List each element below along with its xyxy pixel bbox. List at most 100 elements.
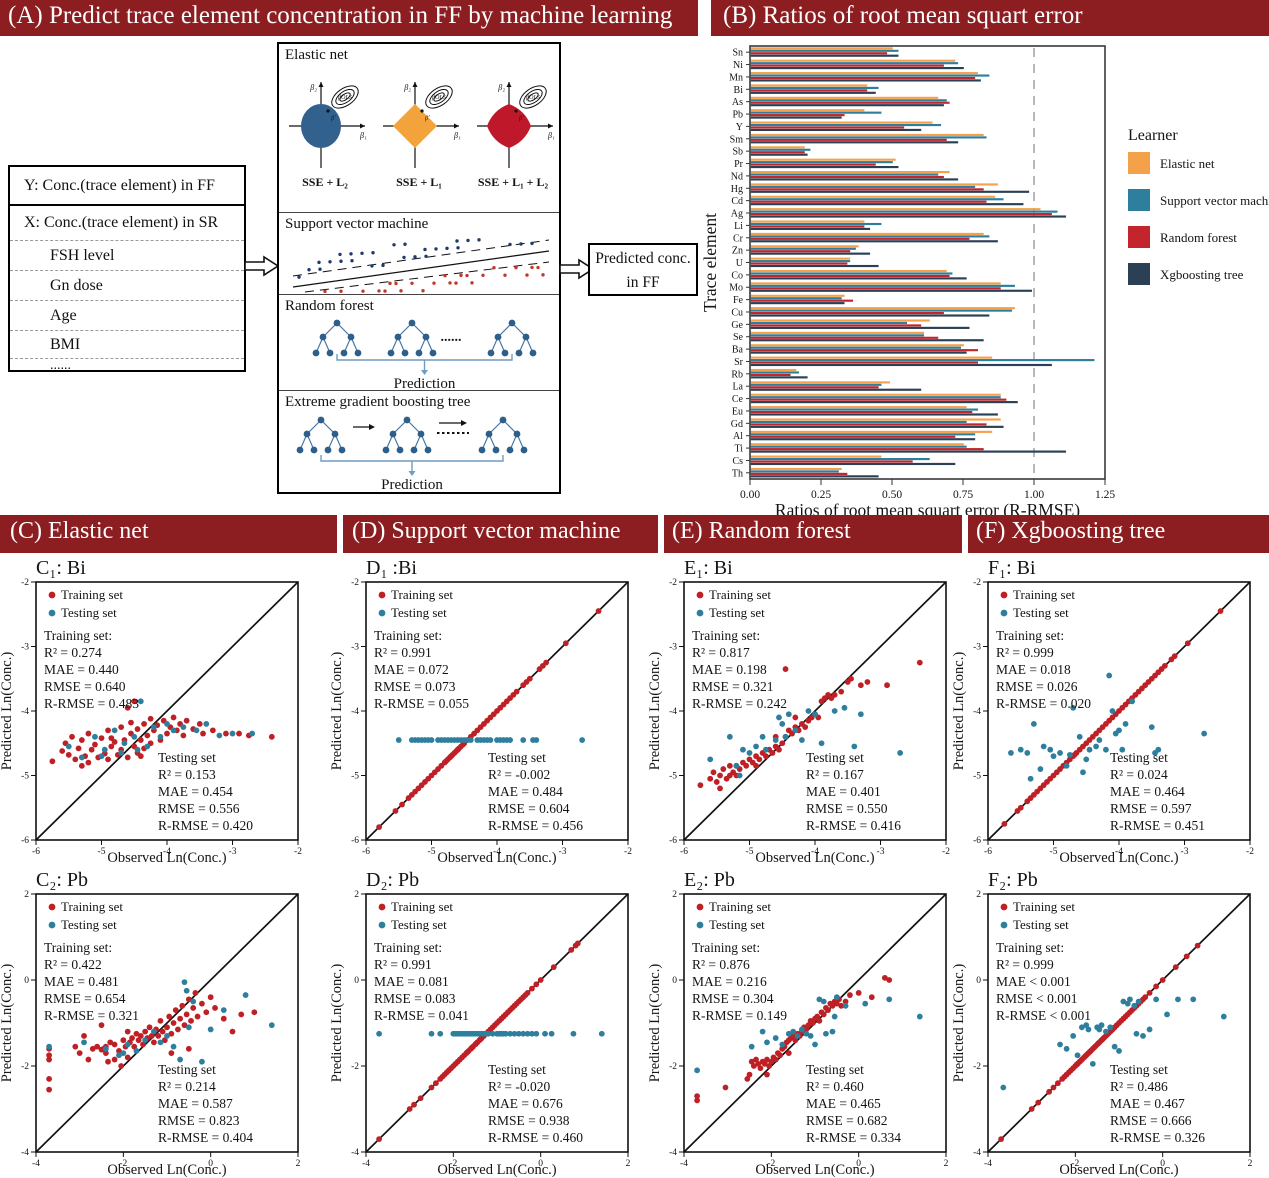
training-point — [76, 1050, 83, 1056]
testing-point — [485, 1030, 492, 1037]
training-point — [785, 1050, 792, 1056]
bar-Cd-Xgboosting tree — [750, 203, 1024, 206]
training-point — [135, 1037, 142, 1044]
banner-separator-cd — [337, 515, 343, 553]
bar-Ge-Xgboosting tree — [750, 326, 970, 329]
testing-stats-line: Testing set — [1110, 750, 1168, 765]
y-tick-label: -4 — [669, 1148, 677, 1158]
testing-point — [507, 1030, 513, 1037]
bar-Ni-Xgboosting tree — [750, 67, 964, 70]
testing-point — [736, 772, 743, 779]
bar-Cr-Support vector machine — [750, 235, 990, 238]
training-point — [168, 1030, 175, 1037]
x-tick-label: -3 — [229, 847, 237, 857]
testing-point — [376, 1030, 382, 1037]
testing-point — [759, 1028, 766, 1035]
training-stats-line: R² = 0.876 — [692, 957, 750, 972]
bar-Sn-Elastic net — [750, 47, 893, 50]
training-point — [89, 1045, 96, 1052]
bar-Sn-Support vector machine — [750, 49, 899, 52]
bar-Mn-Xgboosting tree — [750, 79, 981, 82]
training-point — [574, 940, 581, 947]
testing-point — [118, 750, 125, 756]
bar-category-label: Mn — [729, 72, 743, 83]
legend-training-dot — [48, 903, 56, 911]
legend-label: Elastic net — [1160, 156, 1215, 171]
y-tick-label: -2 — [973, 578, 981, 588]
testing-point — [897, 750, 904, 756]
training-stats-line: MAE < 0.001 — [996, 974, 1071, 989]
bar-Sr-Support vector machine — [750, 359, 1095, 362]
testing-point — [812, 1041, 818, 1048]
y-tick-label: -4 — [669, 707, 677, 717]
testing-point — [570, 1030, 577, 1037]
bar-category-label: Se — [733, 332, 744, 343]
svg-text:SSE + L₂: SSE + L₂ — [302, 175, 348, 189]
testing-stats-line: MAE = 0.587 — [158, 1096, 233, 1111]
testing-point — [762, 746, 769, 753]
svg-text:β₂: β₂ — [309, 83, 317, 92]
training-point — [49, 758, 56, 765]
training-point — [166, 1013, 173, 1020]
legend-testing-dot — [1000, 921, 1008, 929]
training-stats-line: RMSE = 0.073 — [374, 679, 456, 694]
bar-U-Random forest — [750, 262, 848, 265]
elastic-diagram-squircle: β̂OLS β₂ β₁ β̂ SSE + L₁ + L₂ — [477, 82, 555, 189]
training-point — [802, 724, 809, 731]
testing-point — [229, 730, 236, 737]
training-point — [147, 715, 154, 722]
testing-point — [733, 762, 740, 769]
training-point — [102, 1050, 109, 1056]
training-point — [803, 1026, 810, 1033]
x-axis-label: Observed Ln(Conc.) — [1059, 1162, 1178, 1178]
testing-point — [799, 1026, 805, 1033]
testing-point — [216, 732, 223, 739]
testing-point — [467, 737, 474, 743]
training-point — [1035, 1099, 1042, 1106]
panel-b-title: (B) Ratios of root mean squart error — [723, 2, 1083, 29]
training-point — [782, 666, 789, 672]
x-tick-label: 0 — [856, 1159, 861, 1169]
testing-point — [1063, 762, 1070, 769]
testing-stats-line: RMSE = 0.556 — [158, 801, 240, 816]
bar-Hg-Support vector machine — [750, 185, 976, 188]
training-point — [1183, 953, 1190, 960]
bar-category-label: Cr — [733, 233, 744, 244]
testing-stats-line: RMSE = 0.938 — [488, 1113, 570, 1128]
training-stats-line: R-RMSE = 0.149 — [692, 1008, 787, 1023]
bar-Fe-Xgboosting tree — [750, 302, 845, 305]
testing-point — [916, 1013, 923, 1020]
testing-point — [1106, 672, 1113, 679]
y-tick-label: 2 — [976, 890, 981, 900]
bar-Mo-Xgboosting tree — [750, 289, 1032, 292]
banner-separator-ef — [962, 515, 968, 553]
scatter-panel-D1: D₁ :Bi -6-6 -5 -5 -4 -4 -3 -3 -2 -2 Observed Ln(Co… — [330, 557, 632, 866]
training-point — [392, 808, 399, 814]
training-point — [766, 1063, 773, 1069]
training-point — [183, 1011, 190, 1018]
training-point — [180, 732, 187, 739]
testing-stats-line: R² = 0.214 — [158, 1079, 216, 1094]
elastic-net-diagrams: β̂OLS β₂ β₁ β̂ SSE + L₂ β̂OLS β₂ β₁ β̂ SSE + L₁ β̂… — [279, 64, 559, 210]
testing-stats-line: RMSE = 0.604 — [488, 801, 570, 816]
flow-arrow-left-icon — [244, 255, 280, 277]
legend-testing-dot — [48, 609, 56, 617]
bar-category-label: Sm — [730, 134, 744, 145]
training-point — [268, 733, 275, 740]
y-tick-label: -5 — [973, 772, 981, 782]
y-tick-label: -2 — [669, 1062, 677, 1072]
testing-point — [170, 1043, 177, 1050]
training-point — [829, 1002, 836, 1009]
testing-point — [529, 1030, 535, 1037]
training-point — [192, 990, 199, 996]
training-point — [399, 801, 405, 808]
testing-point — [207, 1026, 214, 1033]
testing-point — [862, 1000, 869, 1007]
training-point — [756, 756, 763, 763]
bar-Rb-Elastic net — [750, 368, 797, 372]
bar-Al-Random forest — [750, 435, 956, 438]
x-tick-label: -6 — [680, 847, 688, 857]
testing-point — [116, 1052, 122, 1059]
y-tick-label: -5 — [21, 772, 29, 782]
legend-training-label: Training set — [391, 587, 453, 602]
